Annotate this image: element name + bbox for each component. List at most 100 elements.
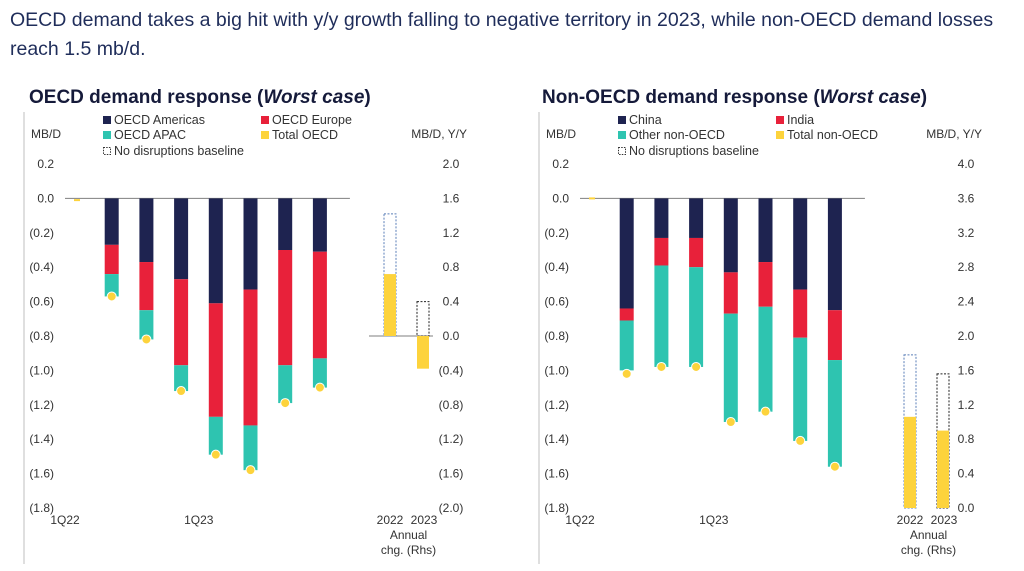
non-oecd-right-tick: 2.8: [958, 260, 975, 274]
non-oecd-bar-china-4q23: [827, 198, 842, 311]
non-oecd-title-post: ): [920, 87, 928, 108]
non-oecd-left-tick: (0.2): [544, 226, 569, 240]
non-oecd-bar-china-4q22: [689, 198, 704, 238]
non-oecd-bar-other-non-oecd-3q23: [793, 337, 808, 441]
oecd-legend-swatch: [103, 116, 111, 124]
oecd-total-marker-3q23: [280, 398, 291, 409]
non-oecd-bar-india-1q23: [723, 272, 738, 314]
non-oecd-bar-other-non-oecd-4q22: [689, 267, 704, 367]
headline: OECD demand takes a big hit with y/y gro…: [10, 9, 994, 60]
non-oecd-left-tick: (0.6): [544, 295, 569, 309]
oecd-bar-oecd-apac-2q23: [243, 425, 258, 471]
oecd-bar-oecd-apac-2q22: [104, 274, 119, 297]
oecd-annual-bar-2023: [417, 336, 429, 369]
oecd-bar-oecd-europe-1q23: [208, 303, 223, 417]
oecd-right-tick: 2.0: [443, 157, 460, 171]
oecd-legend-swatch: [103, 131, 111, 139]
non-oecd-annual-label-2023: 2023: [931, 513, 958, 527]
oecd-right-axis-title: MB/D, Y/Y: [411, 127, 467, 141]
oecd-left-tick: (1.8): [29, 501, 54, 515]
non-oecd-total-marker-4q22: [691, 361, 702, 372]
non-oecd-legend-swatch: [776, 131, 784, 139]
oecd-legend-label: No disruptions baseline: [114, 144, 244, 158]
oecd-x-label-1q22: 1Q22: [50, 513, 80, 527]
non-oecd-bar-china-3q23: [793, 198, 808, 290]
non-oecd-right-tick: 0.8: [958, 432, 975, 446]
oecd-left-tick: (1.6): [29, 467, 54, 481]
non-oecd-right-tick: 4.0: [958, 157, 975, 171]
oecd-bar-oecd-europe-4q23: [312, 251, 327, 359]
oecd-right-tick: 1.6: [443, 191, 460, 205]
non-oecd-left-tick: (1.2): [544, 398, 569, 412]
oecd-left-tick: (0.2): [29, 226, 54, 240]
non-oecd-bar-india-2q23: [758, 262, 773, 307]
oecd-bar-oecd-americas-1q23: [208, 198, 223, 304]
oecd-left-tick: 0.2: [37, 157, 54, 171]
non-oecd-total-marker-1q23: [725, 417, 736, 427]
non-oecd-chart-title: Non-OECD demand response (Worst case): [542, 87, 927, 109]
non-oecd-left-axis-title: MB/D: [546, 127, 576, 141]
oecd-total-marker-2q22: [106, 291, 117, 302]
non-oecd-x-label-1q23: 1Q23: [699, 513, 729, 527]
oecd-legend-label: OECD Europe: [272, 113, 352, 127]
non-oecd-right-axis-title: MB/D, Y/Y: [926, 127, 982, 141]
non-oecd-annual-bar-2023: [937, 430, 949, 508]
oecd-bar-oecd-apac-4q23: [312, 358, 327, 388]
non-oecd-left-tick: (0.4): [544, 260, 569, 274]
non-oecd-total-marker-2q22: [621, 368, 632, 379]
non-oecd-bar-india-2q22: [619, 308, 634, 321]
oecd-right-tick: (1.6): [439, 467, 464, 481]
non-oecd-bar-china-1q23: [723, 198, 738, 273]
non-oecd-legend-label: Total non-OECD: [787, 128, 878, 142]
oecd-annual-label-2023: 2023: [411, 513, 438, 527]
oecd-bar-oecd-europe-3q23: [278, 250, 293, 366]
non-oecd-bar-india-4q23: [827, 310, 842, 361]
oecd-annual-caption-2: chg. (Rhs): [381, 543, 436, 557]
oecd-annual-bar-2022: [384, 274, 396, 336]
non-oecd-annual-bar-2022: [904, 416, 916, 508]
non-oecd-annual-caption-1: Annual: [910, 528, 947, 542]
non-oecd-total-marker-4q23: [829, 461, 840, 472]
oecd-title-post: ): [364, 87, 371, 108]
oecd-bar-oecd-apac-1q23: [208, 416, 223, 455]
non-oecd-right-tick: 1.6: [958, 363, 975, 377]
oecd-bar-oecd-americas-2q23: [243, 198, 258, 290]
oecd-total-marker-2q23: [245, 465, 256, 476]
oecd-bar-oecd-americas-2q22: [104, 198, 119, 245]
oecd-right-tick: (2.0): [439, 501, 464, 515]
oecd-total-marker-4q23: [314, 382, 325, 393]
non-oecd-bar-china-2q23: [758, 198, 773, 263]
non-oecd-right-tick: 3.2: [958, 226, 975, 240]
oecd-left-axis-title: MB/D: [31, 127, 61, 141]
oecd-right-tick: 1.2: [443, 226, 460, 240]
non-oecd-bar-india-4q22: [689, 237, 704, 268]
oecd-left-tick: (0.4): [29, 260, 54, 274]
non-oecd-demand-chart: MB/D MB/D, Y/Y 0.2 0.0 (0.2) (0.4) (0.6) (0.8) (…: [538, 112, 998, 564]
non-oecd-legend-swatch: [776, 116, 784, 124]
oecd-bar-oecd-europe-2q23: [243, 289, 258, 426]
non-oecd-right-tick: 3.6: [958, 191, 975, 205]
non-oecd-legend-swatch: [618, 116, 626, 124]
non-oecd-left-tick: (1.6): [544, 467, 569, 481]
non-oecd-x-label-1q22: 1Q22: [565, 513, 595, 527]
oecd-annual-baseline-2023: [416, 301, 430, 337]
non-oecd-left-tick: (1.0): [544, 363, 569, 377]
oecd-bar-oecd-americas-4q22: [174, 198, 189, 280]
oecd-demand-chart: MB/D MB/D, Y/Y 0.2 0.0 (0.2) (0.4) (0.6) (0.8) (…: [23, 112, 483, 564]
oecd-right-tick: 0.4: [443, 295, 460, 309]
oecd-legend-label: Total OECD: [272, 128, 338, 142]
non-oecd-total-marker-3q22: [656, 361, 667, 372]
oecd-left-tick: (0.8): [29, 329, 54, 343]
oecd-bar-oecd-americas-3q22: [139, 198, 154, 263]
non-oecd-left-tick: (1.4): [544, 432, 569, 446]
non-oecd-right-tick: 0.4: [958, 467, 975, 481]
non-oecd-bar-china-3q22: [654, 198, 669, 238]
oecd-left-tick: (1.4): [29, 432, 54, 446]
non-oecd-left-tick: 0.2: [552, 157, 569, 171]
oecd-bar-oecd-apac-4q22: [174, 365, 189, 392]
oecd-bar-oecd-americas-3q23: [278, 198, 293, 250]
oecd-annual-caption-1: Annual: [390, 528, 427, 542]
non-oecd-bar-other-non-oecd-3q22: [654, 265, 669, 367]
non-oecd-bar-other-non-oecd-2q23: [758, 306, 773, 412]
oecd-legend-swatch: [261, 131, 269, 139]
